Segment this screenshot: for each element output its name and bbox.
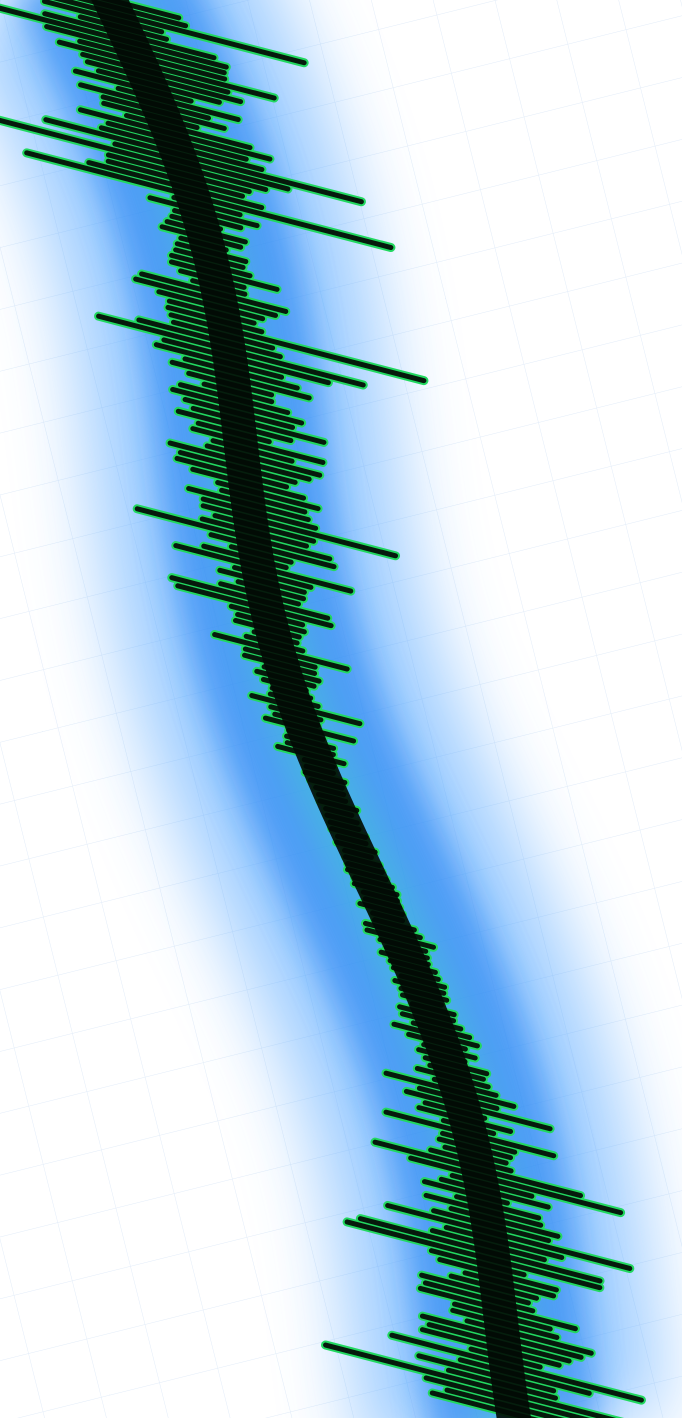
page: Waveform artwork {} html, body { margin:…	[0, 0, 682, 1418]
artwork	[0, 0, 682, 1418]
body: (() => { JSON.parse(document.getElementB…	[0, 0, 682, 1418]
